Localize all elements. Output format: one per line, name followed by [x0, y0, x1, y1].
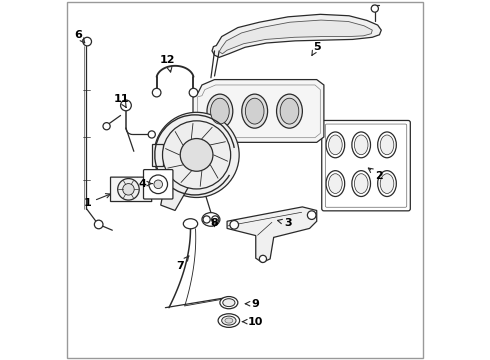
- Circle shape: [163, 121, 231, 189]
- Circle shape: [307, 211, 316, 220]
- Text: 5: 5: [312, 42, 320, 55]
- FancyBboxPatch shape: [144, 170, 173, 199]
- Circle shape: [189, 88, 198, 97]
- Text: 7: 7: [176, 256, 189, 271]
- Polygon shape: [219, 20, 372, 54]
- Ellipse shape: [326, 132, 344, 158]
- Ellipse shape: [183, 219, 197, 229]
- Ellipse shape: [352, 171, 370, 197]
- Ellipse shape: [245, 98, 264, 124]
- Circle shape: [259, 255, 267, 262]
- Ellipse shape: [378, 132, 396, 158]
- Ellipse shape: [380, 135, 394, 155]
- Ellipse shape: [218, 314, 240, 327]
- Circle shape: [230, 221, 239, 229]
- Text: 3: 3: [278, 218, 292, 228]
- Ellipse shape: [220, 297, 238, 309]
- Text: 9: 9: [245, 299, 260, 309]
- Text: 1: 1: [83, 194, 110, 208]
- Ellipse shape: [380, 174, 394, 193]
- Circle shape: [180, 139, 213, 171]
- Circle shape: [122, 184, 134, 195]
- FancyBboxPatch shape: [322, 121, 410, 211]
- Circle shape: [103, 123, 110, 130]
- Polygon shape: [193, 80, 324, 142]
- Circle shape: [152, 88, 161, 97]
- Text: 10: 10: [242, 317, 264, 327]
- Ellipse shape: [242, 94, 268, 128]
- Circle shape: [121, 100, 131, 111]
- Ellipse shape: [378, 171, 396, 197]
- Polygon shape: [227, 207, 317, 262]
- Ellipse shape: [276, 94, 302, 128]
- Circle shape: [149, 175, 168, 194]
- Ellipse shape: [207, 94, 233, 128]
- Circle shape: [203, 216, 210, 223]
- Text: 2: 2: [368, 168, 383, 181]
- Polygon shape: [212, 14, 381, 57]
- Ellipse shape: [354, 174, 368, 193]
- Text: 11: 11: [114, 94, 129, 107]
- Ellipse shape: [326, 171, 344, 197]
- Circle shape: [118, 179, 139, 200]
- Ellipse shape: [352, 132, 370, 158]
- Ellipse shape: [223, 299, 235, 307]
- Ellipse shape: [211, 98, 229, 124]
- Circle shape: [371, 5, 378, 12]
- Circle shape: [83, 37, 92, 46]
- Ellipse shape: [280, 98, 299, 124]
- Circle shape: [154, 112, 239, 198]
- Text: 12: 12: [160, 55, 175, 72]
- Ellipse shape: [221, 316, 236, 325]
- Circle shape: [148, 131, 155, 138]
- Circle shape: [212, 216, 219, 223]
- Polygon shape: [111, 177, 152, 202]
- Ellipse shape: [202, 213, 220, 226]
- Ellipse shape: [225, 318, 233, 323]
- Ellipse shape: [329, 174, 342, 193]
- Circle shape: [154, 180, 163, 189]
- Ellipse shape: [354, 135, 368, 155]
- Circle shape: [95, 220, 103, 229]
- Polygon shape: [152, 144, 163, 166]
- Polygon shape: [161, 176, 193, 211]
- Text: 6: 6: [74, 30, 85, 43]
- Text: 4: 4: [139, 179, 152, 189]
- Text: 8: 8: [211, 218, 219, 228]
- Ellipse shape: [329, 135, 342, 155]
